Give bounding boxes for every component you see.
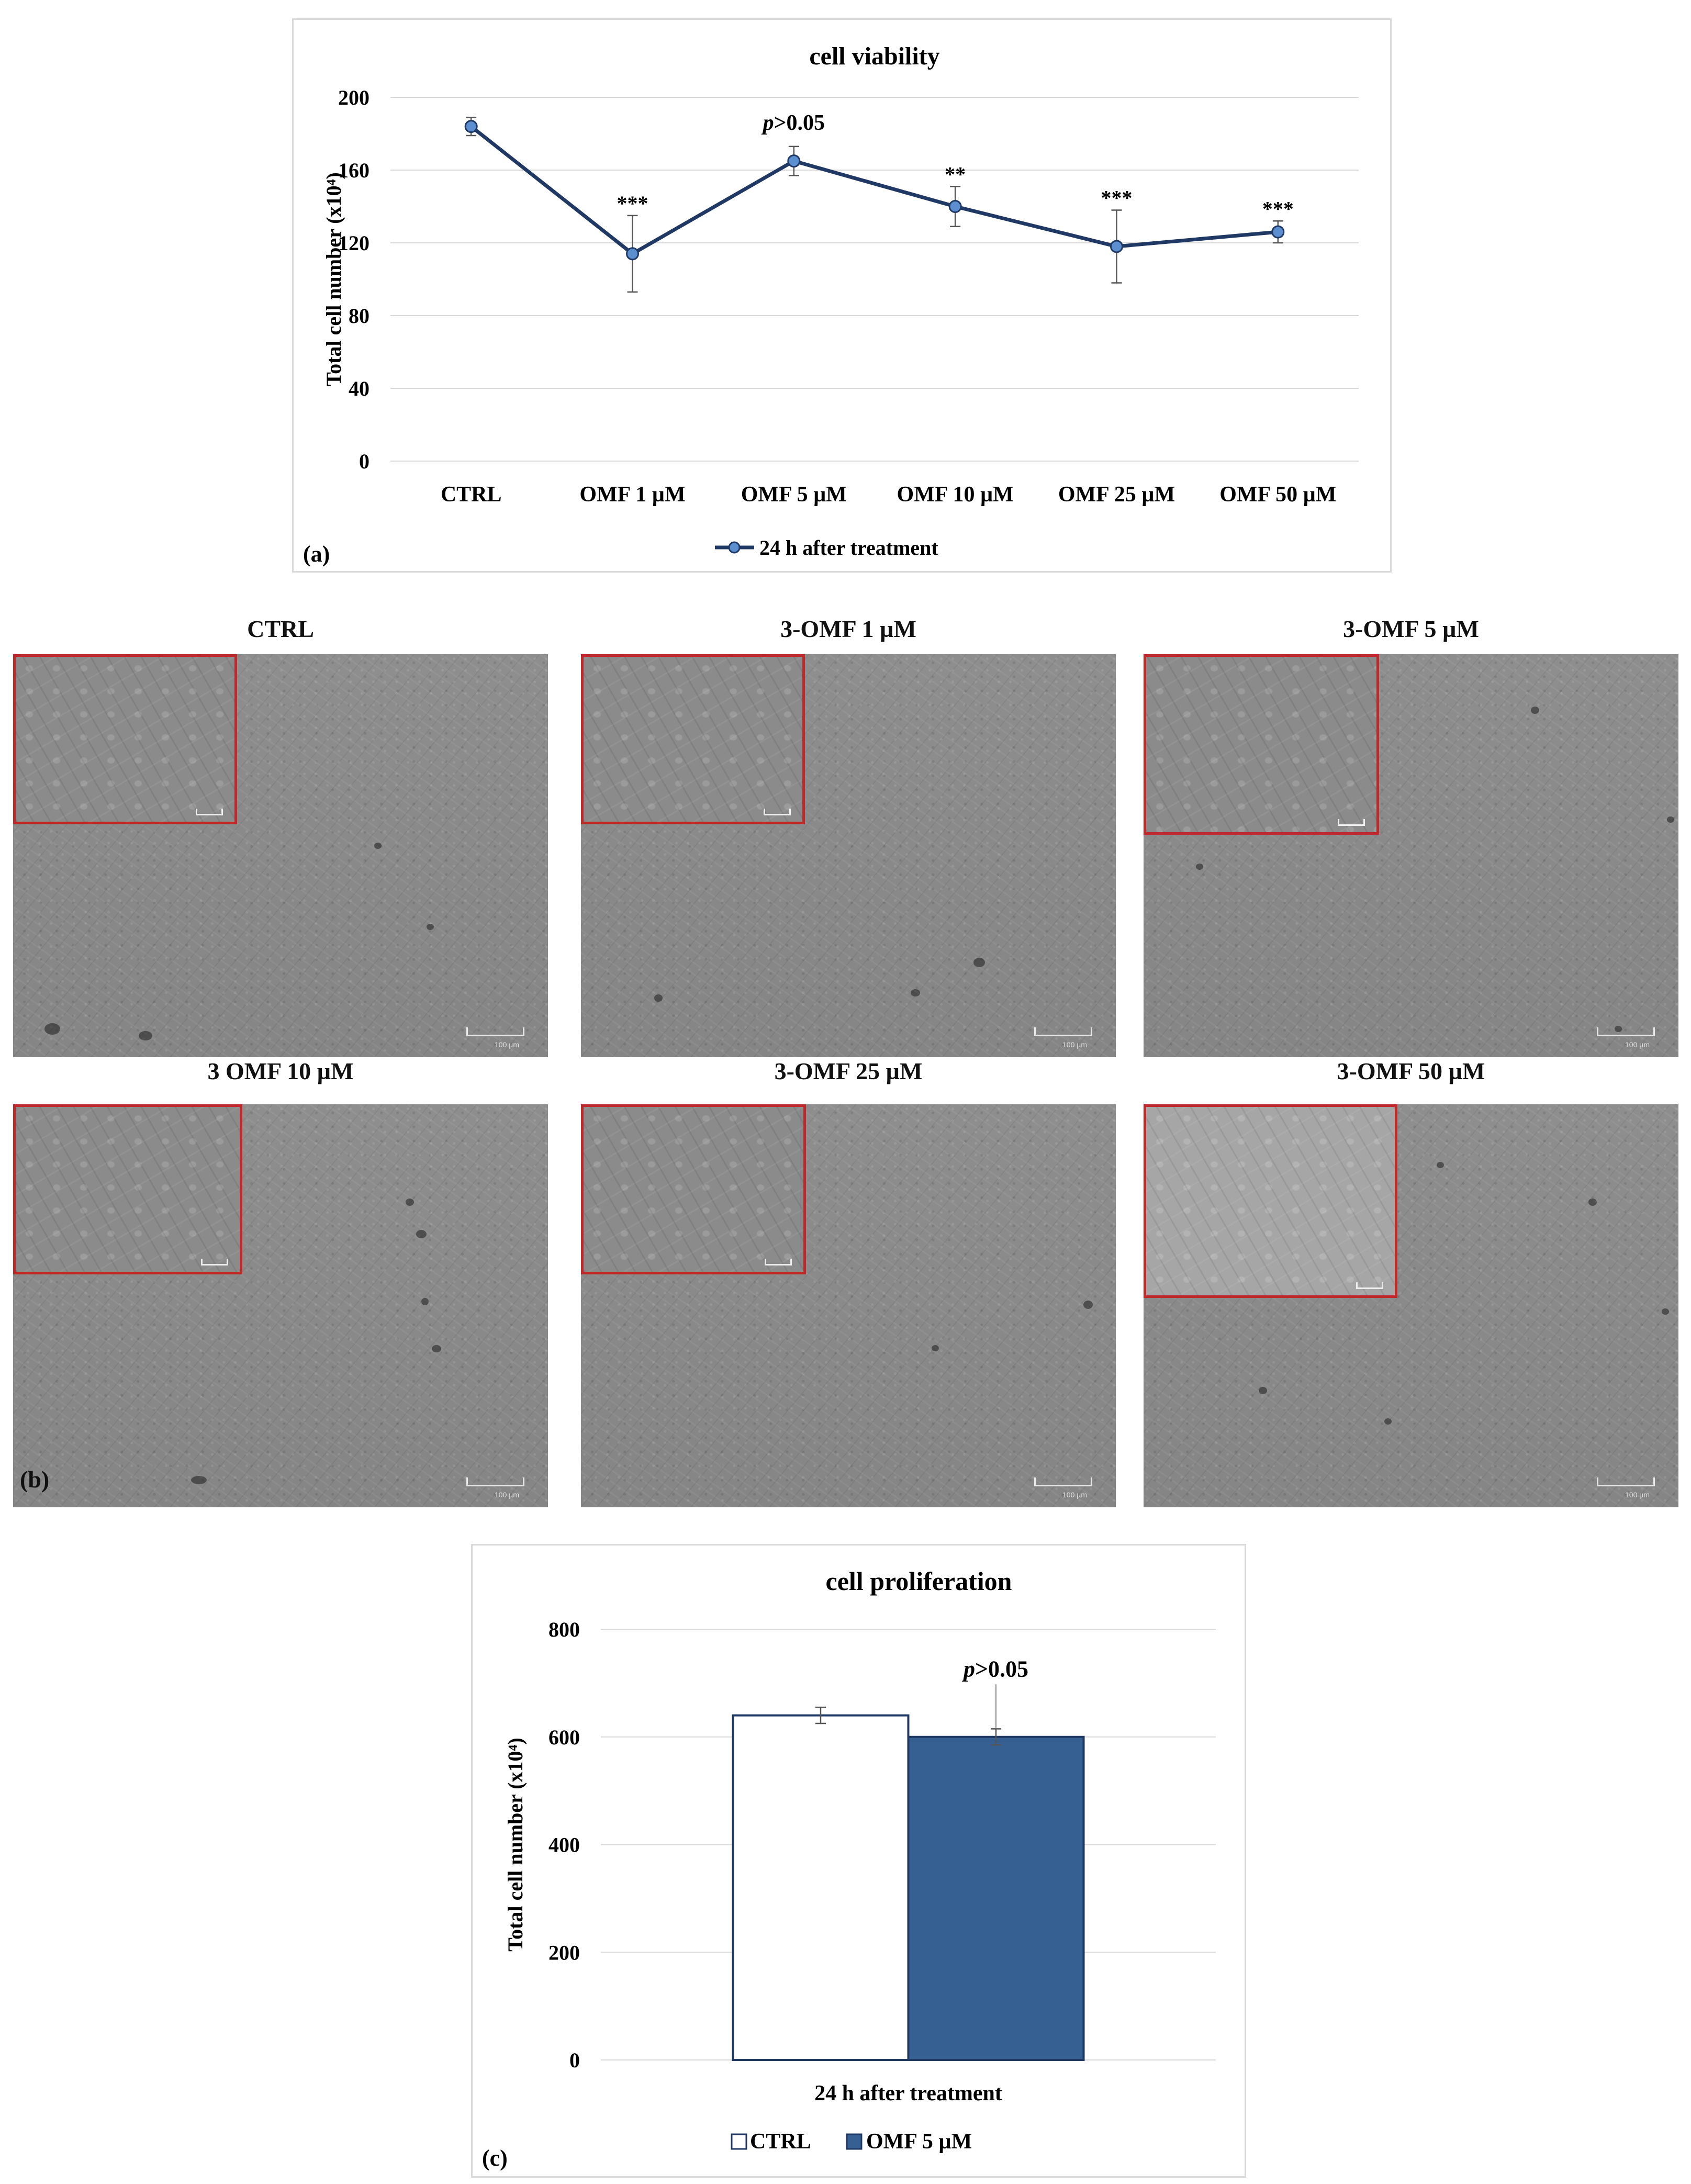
scale-label: 100 µm	[495, 1491, 519, 1499]
micrograph-omf-5: 100 µm	[1144, 654, 1678, 1057]
panel-label-c: (c)	[482, 2145, 508, 2171]
micrograph-inset	[581, 654, 805, 824]
x-tick-label: CTRL	[441, 483, 502, 507]
y-tick-label: 400	[548, 1833, 580, 1857]
legend-swatch-omf	[846, 2133, 863, 2150]
legend-label-ctrl: CTRL	[750, 2130, 811, 2154]
legend-label-omf: OMF 5 µM	[866, 2130, 972, 2154]
panel-label-a: (a)	[303, 541, 330, 567]
y-tick-label: 800	[548, 1618, 580, 1641]
data-point	[948, 200, 962, 213]
y-tick-label: 0	[359, 450, 369, 473]
x-tick-label: OMF 5 µM	[741, 483, 847, 507]
micrograph-omf-25: 100 µm	[581, 1104, 1116, 1507]
micrograph-title-2: 3-OMF 1 µM	[780, 615, 916, 642]
micrograph-inset	[13, 654, 237, 824]
micrograph-ctrl: 100 µm	[13, 654, 548, 1057]
y-tick-label: 0	[569, 2048, 580, 2072]
significance-label: **	[945, 162, 966, 186]
micrograph-panel: CTRL 3-OMF 1 µM 3-OMF 5 µM 100 µm 100 µm…	[0, 607, 1691, 1513]
legend-swatch-ctrl	[731, 2133, 747, 2150]
y-tick-label: 200	[338, 86, 369, 109]
data-point	[1110, 240, 1123, 253]
x-tick-label: OMF 25 µM	[1058, 483, 1175, 507]
cell-proliferation-chart: 0 200 400 600 800 cell proliferation Total cel…	[482, 1566, 1216, 2171]
scale-label: 100 µm	[495, 1040, 519, 1049]
y-tick-label: 120	[338, 231, 369, 255]
cell-viability-panel: 0 40 80 120 160 200 cell viability Total cell n…	[292, 18, 1392, 573]
y-tick-label: 200	[548, 1941, 580, 1964]
series-line	[469, 125, 1279, 256]
bar-0	[732, 1714, 910, 2062]
x-tick-label: OMF 10 µM	[897, 483, 1014, 507]
micrograph-inset	[1144, 654, 1379, 835]
y-axis-label: Total cell number (x10⁴)	[322, 172, 345, 386]
chart-title: cell proliferation	[826, 1566, 1012, 1596]
micrograph-title-6: 3-OMF 50 µM	[1337, 1058, 1485, 1084]
y-tick-label: 40	[349, 377, 369, 400]
significance-label: ***	[617, 192, 648, 215]
data-point	[464, 120, 478, 133]
data-point	[626, 247, 639, 261]
significance-label: p>0.05	[961, 1656, 1028, 1682]
y-tick-label: 80	[349, 304, 369, 328]
legend-label: 24 h after treatment	[759, 536, 938, 559]
x-tick-label: OMF 1 µM	[579, 483, 685, 507]
significance-label: ***	[1262, 197, 1294, 220]
micrograph-inset	[13, 1104, 242, 1274]
chart-title: cell viability	[809, 42, 939, 70]
panel-label-b: (b)	[20, 1466, 50, 1493]
scale-label: 100 µm	[1062, 1491, 1087, 1499]
micrograph-title-1: CTRL	[247, 615, 314, 642]
micrograph-omf-1: 100 µm	[581, 654, 1116, 1057]
significance-label: ***	[1101, 186, 1133, 209]
cell-viability-chart: 0 40 80 120 160 200 cell viability Total cell n…	[303, 42, 1359, 567]
significance-label: p>0.05	[761, 111, 825, 135]
micrograph-title-3: 3-OMF 5 µM	[1343, 615, 1479, 642]
cell-proliferation-panel: 0 200 400 600 800 cell proliferation Total cel…	[471, 1544, 1246, 2178]
micrograph-omf-10: 100 µm	[13, 1104, 548, 1507]
micrograph-title-4: 3 OMF 10 µM	[207, 1058, 354, 1084]
micrograph-title-5: 3-OMF 25 µM	[774, 1058, 923, 1084]
x-tick-label: OMF 50 µM	[1219, 483, 1336, 507]
scale-label: 100 µm	[1625, 1491, 1650, 1499]
data-point	[787, 154, 801, 168]
y-axis-label: Total cell number (x10⁴)	[503, 1738, 527, 1952]
y-tick-label: 160	[338, 159, 369, 182]
micrograph-inset	[581, 1104, 806, 1274]
y-tick-label: 600	[548, 1726, 580, 1749]
legend-marker	[728, 541, 741, 554]
micrograph-inset	[1144, 1104, 1397, 1298]
scale-label: 100 µm	[1062, 1040, 1087, 1049]
x-tick-label: 24 h after treatment	[814, 2081, 1002, 2105]
scale-label: 100 µm	[1625, 1040, 1650, 1049]
micrograph-omf-50: 100 µm	[1144, 1104, 1678, 1507]
data-point	[1271, 225, 1285, 239]
bar-1	[907, 1735, 1085, 2061]
